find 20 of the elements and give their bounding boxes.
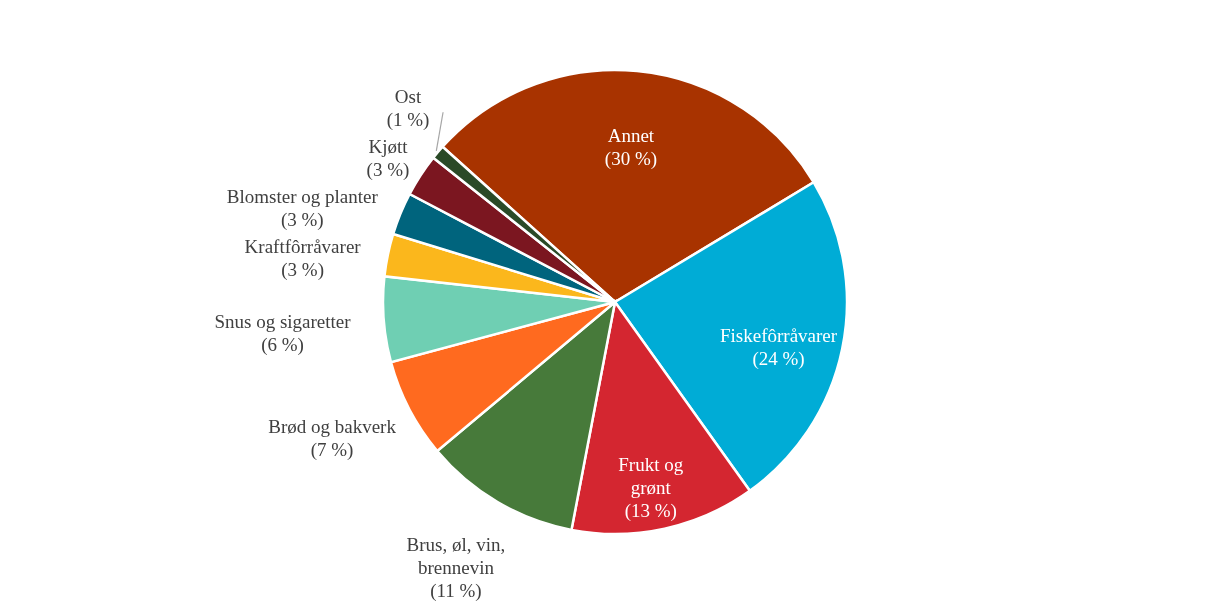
data-label: (7 %) bbox=[310, 438, 354, 461]
slice-label: Annet bbox=[607, 124, 655, 146]
data-label: (3 %) bbox=[366, 159, 410, 182]
data-label: (1 %) bbox=[386, 109, 430, 132]
data-label: (3 %) bbox=[280, 209, 324, 232]
slice-label: Brus, øl, vin, brennevin bbox=[406, 533, 506, 578]
slice-label: Kraftfôrråvarer bbox=[244, 236, 362, 258]
slice-label: Brød og bakverk bbox=[268, 415, 397, 437]
slice-label: Fiskefôrråvarer bbox=[720, 324, 838, 346]
data-label: (6 %) bbox=[261, 334, 304, 357]
data-label: (30 %) bbox=[604, 147, 658, 170]
data-label: (3 %) bbox=[281, 259, 324, 282]
data-label: (11 %) bbox=[430, 579, 482, 602]
slice-label: Frukt og grønt bbox=[618, 454, 684, 499]
slice-label: Snus og sigaretter bbox=[214, 311, 352, 333]
slice-label: Kjøtt bbox=[368, 136, 409, 158]
data-label: (24 %) bbox=[752, 347, 805, 370]
slice-label: Blomster og planter bbox=[226, 186, 379, 208]
data-label: (13 %) bbox=[624, 500, 677, 523]
slice-label: Ost bbox=[394, 86, 422, 108]
